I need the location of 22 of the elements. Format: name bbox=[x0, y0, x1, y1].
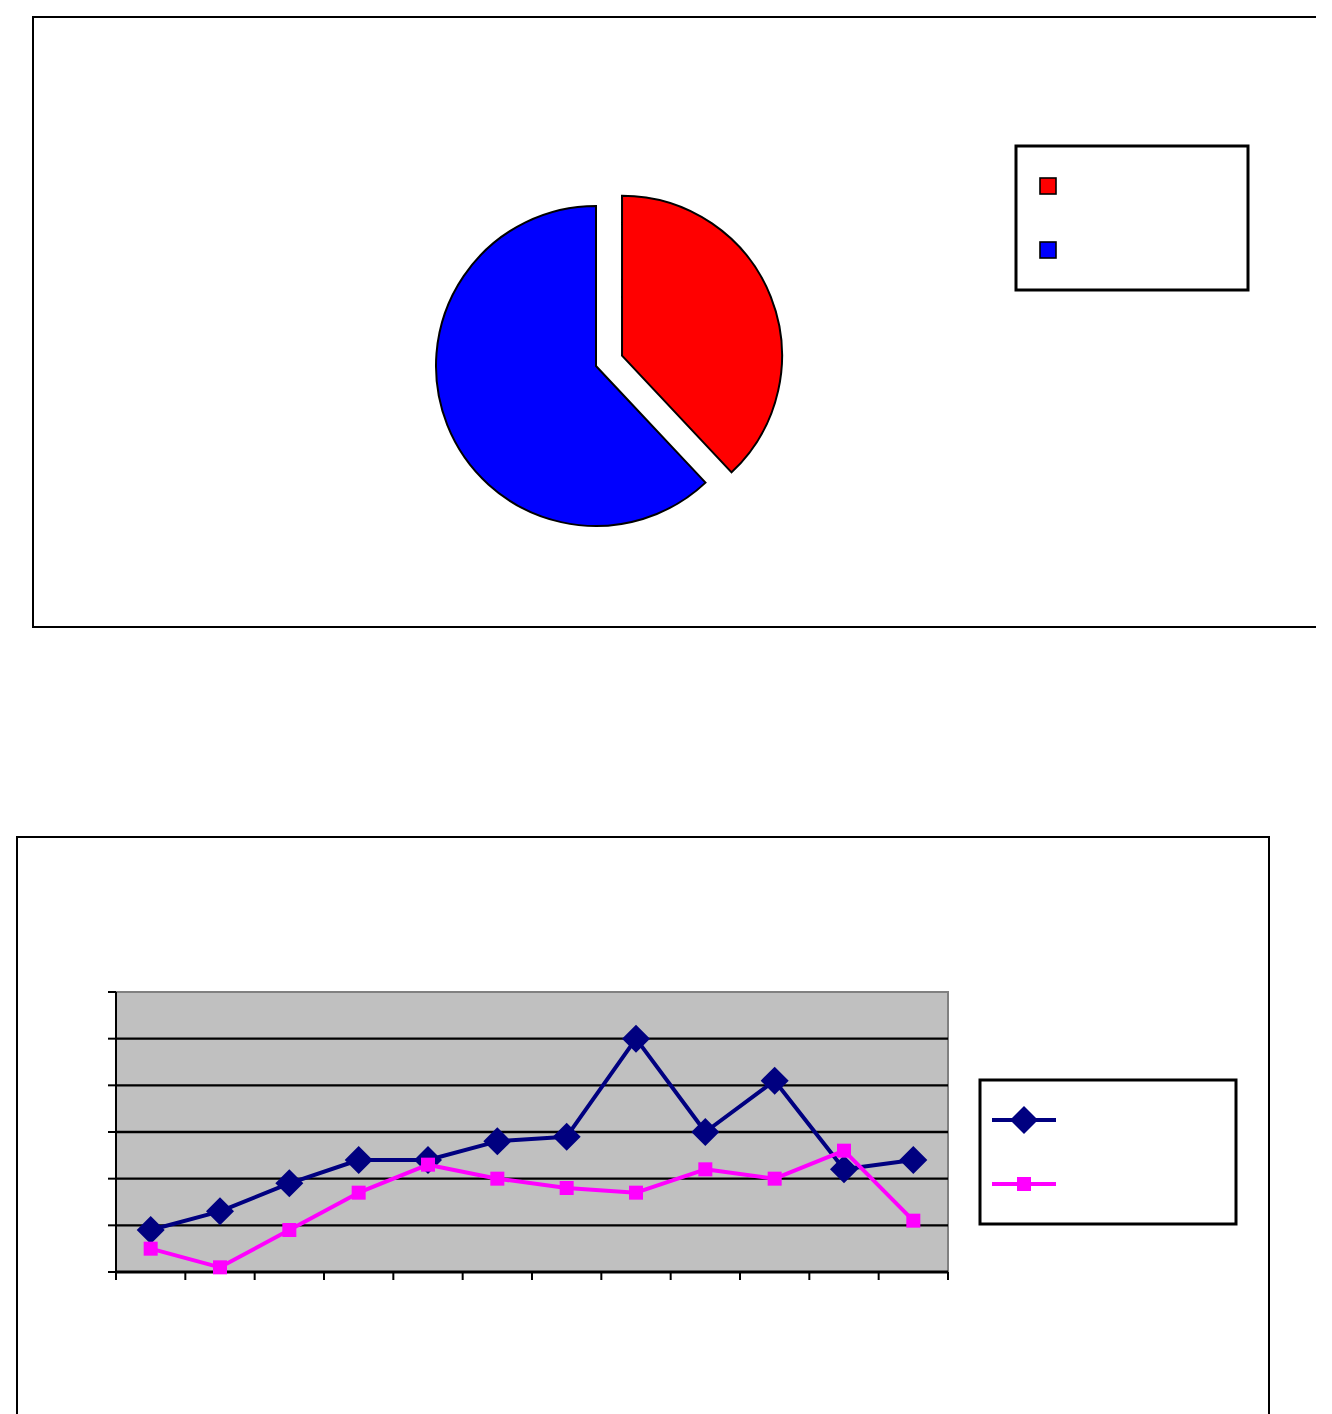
point bbox=[837, 1143, 851, 1158]
point bbox=[691, 1118, 720, 1146]
point bbox=[830, 1155, 858, 1184]
point bbox=[136, 1216, 165, 1244]
point bbox=[483, 1127, 512, 1156]
point bbox=[906, 1213, 921, 1228]
point bbox=[629, 1185, 643, 1200]
point bbox=[698, 1162, 713, 1177]
point bbox=[351, 1185, 366, 1200]
point bbox=[760, 1066, 789, 1095]
point bbox=[622, 1024, 650, 1053]
point bbox=[275, 1169, 304, 1198]
point bbox=[552, 1122, 581, 1151]
point bbox=[143, 1241, 158, 1256]
point bbox=[899, 1146, 928, 1174]
point bbox=[344, 1146, 373, 1174]
point bbox=[767, 1171, 782, 1186]
point bbox=[559, 1181, 574, 1195]
point bbox=[206, 1197, 234, 1226]
point bbox=[282, 1223, 297, 1237]
point bbox=[490, 1171, 505, 1186]
point bbox=[213, 1260, 227, 1275]
